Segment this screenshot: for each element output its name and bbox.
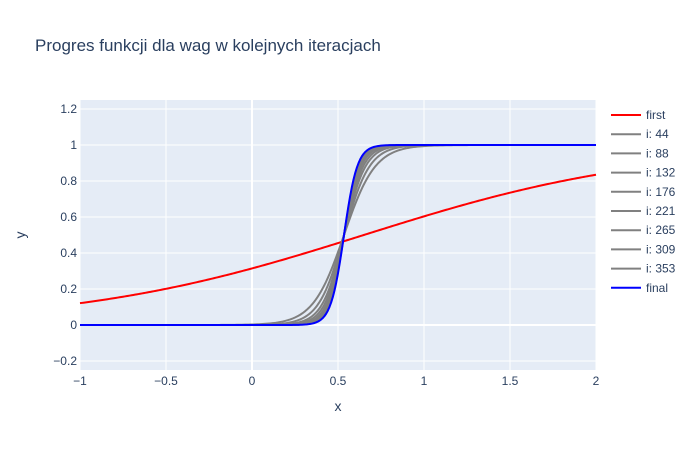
legend-label: i: 221 — [646, 204, 676, 218]
legend-label: i: 88 — [646, 146, 669, 160]
x-tick-label: −0.5 — [154, 374, 178, 388]
legend-label: i: 353 — [646, 262, 676, 276]
y-tick-label: −0.2 — [53, 354, 77, 368]
chart-title: Progres funkcji dla wag w kolejnych iter… — [35, 36, 381, 55]
y-axis-label: y — [12, 232, 28, 239]
tick-labels: −1 −0.5 0 0.5 1 1.5 2 −0.2 0 0.2 0.4 0.6 0.8 1 1.2 — [53, 102, 599, 388]
y-tick-label: 0.6 — [60, 210, 77, 224]
x-tick-label: 2 — [593, 374, 600, 388]
legend-label: i: 265 — [646, 223, 676, 237]
y-tick-label: 1.2 — [60, 102, 77, 116]
x-tick-label: 1 — [421, 374, 428, 388]
series-lines — [79, 144, 597, 326]
x-tick-label: 0.5 — [330, 374, 347, 388]
legend-label: i: 44 — [646, 127, 669, 141]
legend: first i: 44 i: 88 i: 132 i: 176 i: 221 i: 265 i… — [611, 108, 676, 295]
legend-label: final — [646, 281, 668, 295]
series-line — [80, 144, 596, 326]
y-tick-label: 0.4 — [60, 246, 77, 260]
legend-label: i: 309 — [646, 242, 676, 256]
x-tick-label: 1.5 — [502, 374, 519, 388]
legend-label: first — [646, 108, 666, 122]
x-axis-label: x — [335, 398, 342, 414]
x-tick-label: −1 — [73, 374, 87, 388]
legend-label: i: 132 — [646, 166, 676, 180]
y-tick-label: 0.2 — [60, 282, 77, 296]
x-tick-label: 0 — [249, 374, 256, 388]
y-tick-label: 0.8 — [60, 174, 77, 188]
y-tick-label: 0 — [70, 318, 77, 332]
legend-label: i: 176 — [646, 185, 676, 199]
y-tick-label: 1 — [70, 138, 77, 152]
series-line — [79, 173, 597, 305]
